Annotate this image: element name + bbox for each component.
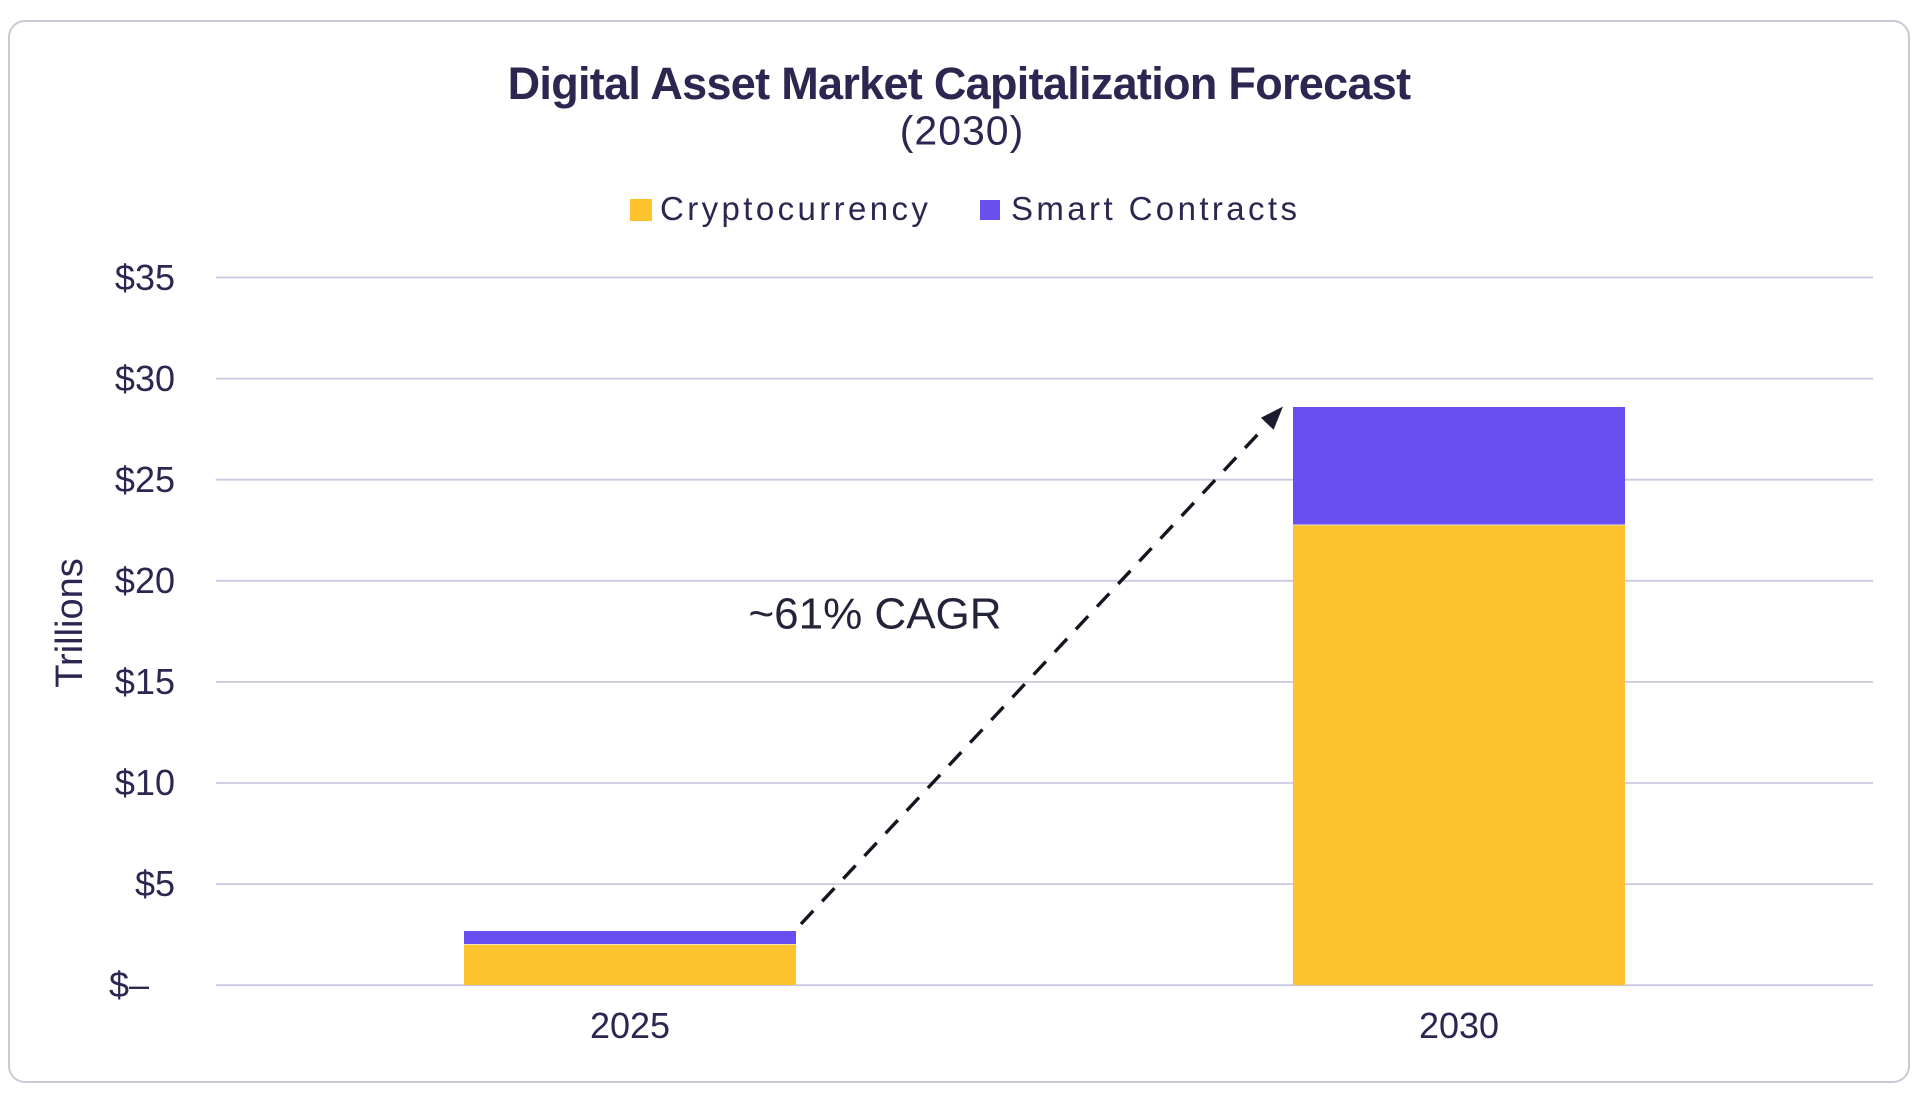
svg-text:Trillions: Trillions [49,558,91,688]
svg-text:$10: $10 [115,762,175,803]
svg-text:Digital Asset Market Capitaliz: Digital Asset Market Capitalization Fore… [508,58,1411,109]
svg-text:$20: $20 [115,560,175,601]
svg-text:2030: 2030 [1419,1005,1499,1046]
svg-text:~61% CAGR: ~61% CAGR [748,590,1001,639]
svg-text:$–: $– [109,964,149,1005]
svg-text:$15: $15 [115,661,175,702]
svg-text:Smart Contracts: Smart Contracts [1011,190,1300,227]
svg-text:Cryptocurrency: Cryptocurrency [660,190,931,227]
svg-text:(2030): (2030) [900,108,1025,154]
svg-text:2025: 2025 [590,1005,670,1046]
svg-text:$25: $25 [115,459,175,500]
svg-text:$30: $30 [115,358,175,399]
svg-text:$5: $5 [135,863,175,904]
svg-text:$35: $35 [115,257,175,298]
